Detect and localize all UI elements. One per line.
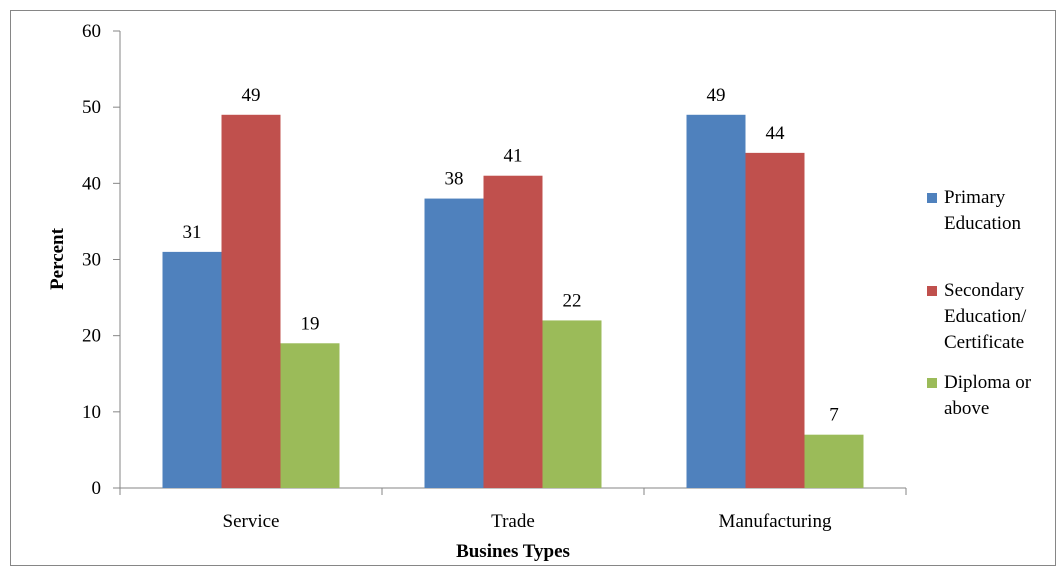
bar [221, 114, 281, 489]
y-tick-label: 50 [82, 97, 101, 118]
legend: Primary Education Secondary Education/Certi… [927, 187, 1032, 419]
legend-label: Diploma or [944, 372, 1032, 393]
data-label: 7 [829, 405, 839, 426]
data-label: 49 [707, 85, 726, 106]
data-label: 44 [766, 123, 786, 144]
y-tick-label: 60 [82, 21, 101, 42]
y-tick-label: 10 [82, 402, 101, 423]
x-tick-label: Manufacturing [719, 511, 832, 532]
legend-swatch [927, 286, 937, 296]
data-label: 19 [301, 313, 320, 334]
bar [745, 152, 805, 488]
bar [686, 114, 746, 489]
legend-label: Primary [944, 187, 1006, 208]
bar [424, 198, 484, 489]
y-tick-label: 30 [82, 250, 101, 271]
legend-label: Education [944, 213, 1022, 234]
legend-label: Secondary [944, 280, 1025, 301]
y-tick-label: 40 [82, 173, 101, 194]
legend-label: above [944, 398, 989, 419]
legend-label: Certificate [944, 332, 1024, 353]
x-axis-title: Busines Types [456, 541, 570, 562]
x-tick-label: Trade [491, 511, 535, 532]
legend-label: Education/ [944, 306, 1027, 327]
legend-swatch [927, 193, 937, 203]
bar [542, 320, 602, 488]
y-tick-label: 20 [82, 326, 101, 347]
y-tick-label: 0 [92, 478, 102, 499]
data-label: 31 [183, 222, 202, 243]
y-axis-title: Percent [47, 227, 68, 290]
bar [483, 175, 543, 488]
bar [162, 251, 222, 488]
data-labels: 31 49 19 38 41 22 49 44 7 [183, 85, 839, 426]
data-label: 41 [504, 146, 523, 167]
bar [280, 343, 340, 488]
data-label: 49 [242, 85, 261, 106]
legend-swatch [927, 378, 937, 388]
bar [804, 434, 864, 488]
x-tick-label: Service [223, 511, 280, 532]
data-label: 22 [563, 290, 582, 311]
data-label: 38 [445, 169, 464, 190]
bars [162, 114, 864, 489]
